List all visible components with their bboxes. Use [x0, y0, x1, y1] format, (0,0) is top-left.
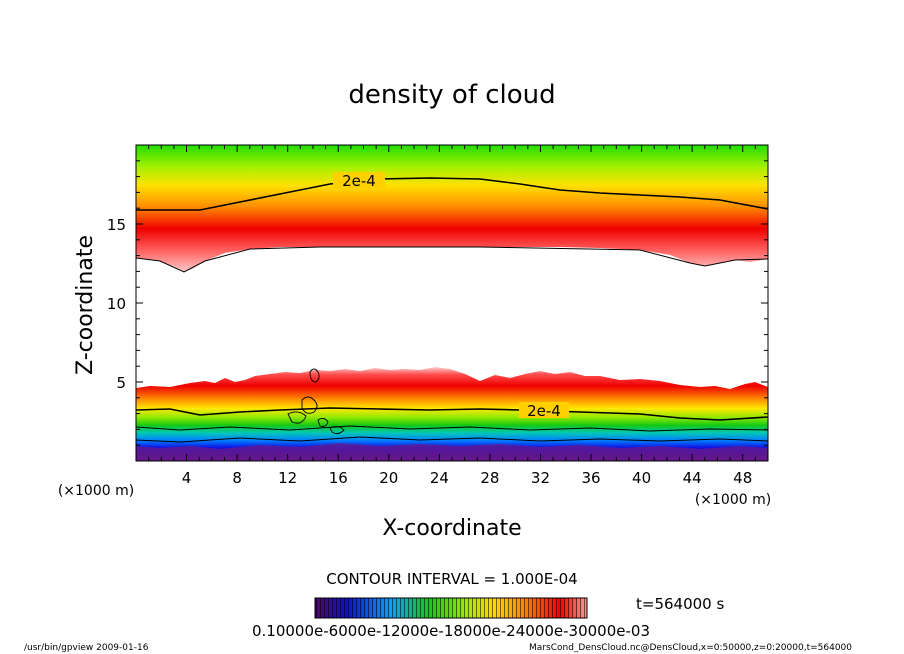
x-unit-left: (×1000 m): [58, 483, 134, 499]
y-axis: 5 10 15: [107, 160, 768, 446]
x-tick-label: 36: [581, 469, 600, 487]
y-tick-label: 15: [107, 216, 126, 234]
y-tick-label: 10: [107, 295, 126, 313]
x-axis: 4 8 12 16 20 24 28 32 36 40 44 48: [148, 145, 756, 487]
x-tick-label: 44: [683, 469, 702, 487]
x-tick-label: 28: [480, 469, 499, 487]
x-axis-label: X-coordinate: [382, 516, 521, 541]
x-tick-label: 48: [733, 469, 752, 487]
upper-cloud-layer: [136, 145, 768, 272]
footer-right: MarsCond_DensCloud.nc@DensCloud,x=0:5000…: [529, 643, 852, 653]
contour-label-lower: 2e-4: [527, 402, 561, 420]
x-tick-label: 12: [278, 469, 297, 487]
x-tick-label: 20: [379, 469, 398, 487]
y-tick-label: 5: [116, 374, 126, 392]
plot-area: 2e-4 2e-4: [136, 145, 768, 461]
colorbar-labels: 0.10000e-6000e-12000e-18000e-24000e-3000…: [252, 622, 650, 640]
footer-left: /usr/bin/gpview 2009-01-16: [24, 643, 149, 653]
x-unit-right: (×1000 m): [695, 492, 771, 508]
contour-interval-text: CONTOUR INTERVAL = 1.000E-04: [326, 570, 577, 588]
x-tick-label: 24: [430, 469, 449, 487]
chart-title: density of cloud: [348, 80, 555, 110]
y-axis-label: Z-coordinate: [73, 235, 98, 375]
lower-cloud-layer: [136, 367, 768, 461]
x-tick-label: 16: [329, 469, 348, 487]
contour-label-upper: 2e-4: [342, 172, 376, 190]
time-text: t=564000 s: [636, 595, 724, 613]
colorbar: [314, 597, 588, 619]
x-tick-label: 32: [531, 469, 550, 487]
x-tick-label: 40: [632, 469, 651, 487]
x-tick-label: 8: [232, 469, 242, 487]
x-tick-label: 4: [182, 469, 192, 487]
